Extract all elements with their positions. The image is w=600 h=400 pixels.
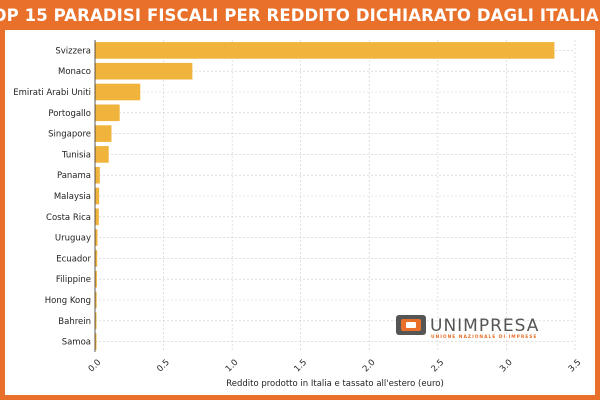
bar: [95, 42, 555, 59]
x-tick-label: 2.5: [430, 358, 447, 375]
title-bar: TOP 15 PARADISI FISCALI PER REDDITO DICH…: [0, 0, 600, 30]
unimpresa-logo: UNIMPRESA UNIONE NAZIONALE DI IMPRESE: [396, 315, 539, 340]
bar: [95, 166, 100, 184]
x-tick-label: 0.5: [155, 358, 172, 375]
bar: [95, 291, 97, 309]
bars: [95, 42, 555, 350]
bar: [95, 333, 97, 350]
bar: [95, 187, 100, 205]
category-label: Singapore: [48, 130, 91, 140]
category-label: Uruguay: [55, 234, 91, 244]
category-label: Emirati Arabi Uniti: [13, 88, 91, 98]
grid-lines: [94, 40, 576, 352]
x-axis-title: Reddito prodotto in Italia e tassato all…: [226, 379, 444, 389]
category-label: Bahrein: [58, 317, 91, 327]
x-tick-label: 2.0: [361, 358, 378, 375]
category-label: Tunisia: [61, 150, 91, 160]
category-label: Samoa: [62, 338, 91, 348]
logo-name: UNIMPRESA: [430, 316, 539, 336]
bar: [95, 208, 99, 226]
chart-title: TOP 15 PARADISI FISCALI PER REDDITO DICH…: [0, 5, 600, 25]
logo-tagline: UNIONE NAZIONALE DI IMPRESE: [431, 334, 537, 340]
bar: [95, 312, 97, 330]
logo-icon-core: [406, 322, 416, 328]
category-label: Svizzera: [55, 46, 91, 56]
x-tick-labels: 0.0 0.5 1.0 1.5 2.0 2.5 3.0 3.5: [87, 358, 584, 375]
bar: [95, 146, 109, 163]
x-tick-label: 1.0: [224, 358, 241, 375]
x-tick-label: 0.0: [87, 358, 104, 375]
bar: [95, 83, 141, 101]
category-label: Panama: [57, 171, 91, 181]
bar: [95, 104, 120, 122]
category-labels: Svizzera Monaco Emirati Arabi Uniti Portoga…: [13, 46, 91, 347]
bar: [95, 270, 97, 288]
x-tick-label: 3.0: [498, 358, 515, 375]
category-label: Malaysia: [54, 192, 91, 202]
bar: [95, 62, 193, 80]
category-label: Monaco: [58, 67, 91, 77]
bar: [95, 250, 98, 267]
bar: [95, 125, 112, 142]
category-label: Costa Rica: [46, 213, 91, 223]
x-tick-label: 3.5: [567, 358, 584, 375]
category-label: Filippine: [56, 275, 91, 285]
x-tick-label: 1.5: [292, 358, 309, 375]
category-label: Portogallo: [48, 109, 91, 119]
category-label: Hong Kong: [45, 296, 91, 306]
category-label: Ecuador: [56, 254, 91, 264]
bar: [95, 229, 98, 246]
